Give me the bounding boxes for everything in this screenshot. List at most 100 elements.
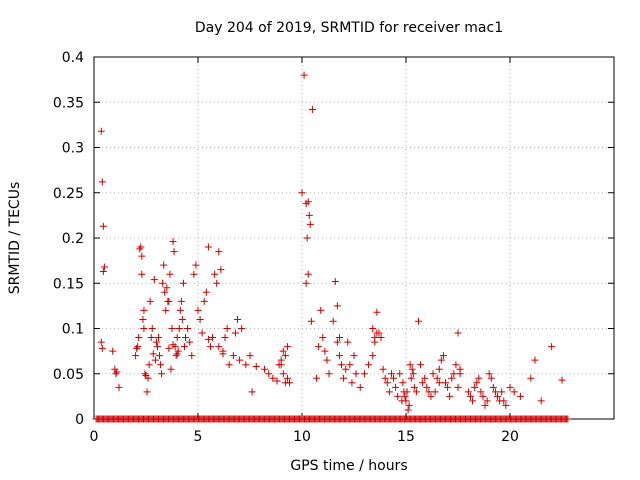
data-point	[489, 383, 497, 391]
data-point	[396, 370, 404, 378]
data-point	[338, 361, 346, 369]
data-point	[444, 383, 452, 391]
data-point	[168, 325, 176, 332]
data-point	[298, 189, 306, 197]
data-point	[153, 343, 161, 351]
data-point	[152, 338, 160, 346]
y-tick-label: 0.25	[53, 186, 84, 202]
grid-lines	[94, 57, 614, 419]
data-point	[231, 329, 239, 337]
data-point	[252, 363, 260, 371]
data-point	[329, 317, 337, 325]
data-point	[427, 392, 435, 400]
y-tick-label: 0.2	[62, 231, 84, 247]
data-point	[179, 279, 187, 287]
data-point	[365, 361, 373, 369]
data-point	[145, 361, 153, 369]
data-point	[167, 365, 175, 373]
data-point	[238, 325, 246, 332]
data-point	[217, 266, 225, 274]
data-point	[286, 379, 294, 387]
data-point	[475, 374, 483, 382]
data-point	[213, 279, 221, 287]
data-point	[564, 415, 572, 423]
data-point	[138, 270, 146, 278]
data-point	[360, 370, 368, 378]
data-point	[173, 350, 181, 358]
data-point	[385, 388, 393, 396]
y-tick-label: 0.35	[53, 95, 84, 111]
data-point	[481, 401, 489, 409]
data-point	[558, 376, 566, 384]
data-point	[115, 383, 123, 391]
data-point	[283, 374, 291, 382]
y-tick-label: 0.4	[62, 50, 84, 66]
data-point	[352, 370, 360, 378]
data-point	[147, 334, 155, 342]
y-tick-label: 0.05	[53, 367, 84, 383]
data-point	[498, 388, 506, 396]
data-point	[146, 297, 154, 305]
data-point	[149, 350, 157, 358]
data-point	[140, 306, 148, 314]
data-point	[206, 343, 214, 351]
data-point	[333, 338, 341, 346]
x-tick-label: 20	[501, 429, 519, 445]
data-point	[537, 397, 545, 405]
y-tick-label: 0	[75, 412, 84, 428]
data-point	[491, 388, 499, 396]
data-point	[143, 388, 151, 396]
x-tick-label: 0	[90, 429, 99, 445]
data-point	[157, 361, 165, 369]
data-point	[344, 338, 352, 346]
data-point	[215, 343, 223, 351]
data-point	[399, 379, 407, 387]
data-point	[198, 329, 206, 337]
data-point	[132, 352, 140, 360]
data-point	[412, 388, 420, 396]
data-point	[516, 392, 524, 400]
data-point	[303, 234, 311, 242]
data-point	[281, 352, 289, 360]
data-point	[192, 261, 200, 269]
data-point	[407, 374, 415, 382]
data-point	[172, 352, 180, 360]
data-point	[373, 308, 381, 316]
data-point	[273, 377, 281, 385]
data-point	[333, 302, 341, 310]
data-point	[421, 374, 429, 382]
data-point	[97, 338, 105, 346]
x-tick-labels: 0 5 10 15 20	[90, 429, 519, 445]
chart-title: Day 204 of 2019, SRMTID for receiver mac…	[195, 20, 503, 36]
data-point	[485, 370, 493, 378]
data-point	[98, 344, 106, 352]
data-point	[169, 341, 177, 349]
data-point	[502, 401, 510, 409]
data-point	[471, 383, 479, 391]
data-point	[305, 211, 313, 219]
data-point	[234, 315, 242, 323]
data-point	[229, 352, 237, 360]
data-point	[204, 243, 212, 251]
data-point	[161, 288, 169, 296]
data-point	[138, 252, 146, 260]
data-point	[154, 334, 162, 342]
data-point	[433, 374, 441, 382]
data-point	[135, 334, 143, 342]
x-tick-label: 10	[293, 429, 311, 445]
data-point	[141, 370, 149, 378]
data-point	[99, 222, 107, 230]
data-point	[325, 370, 333, 378]
data-point	[403, 388, 411, 396]
data-point	[223, 325, 231, 332]
data-point	[302, 279, 310, 287]
data-point	[109, 347, 117, 355]
data-point	[158, 370, 166, 378]
data-point	[200, 297, 208, 305]
data-point	[406, 361, 414, 369]
data-point	[307, 317, 315, 325]
data-point	[150, 276, 158, 284]
data-point	[446, 392, 454, 400]
data-point	[335, 352, 343, 360]
